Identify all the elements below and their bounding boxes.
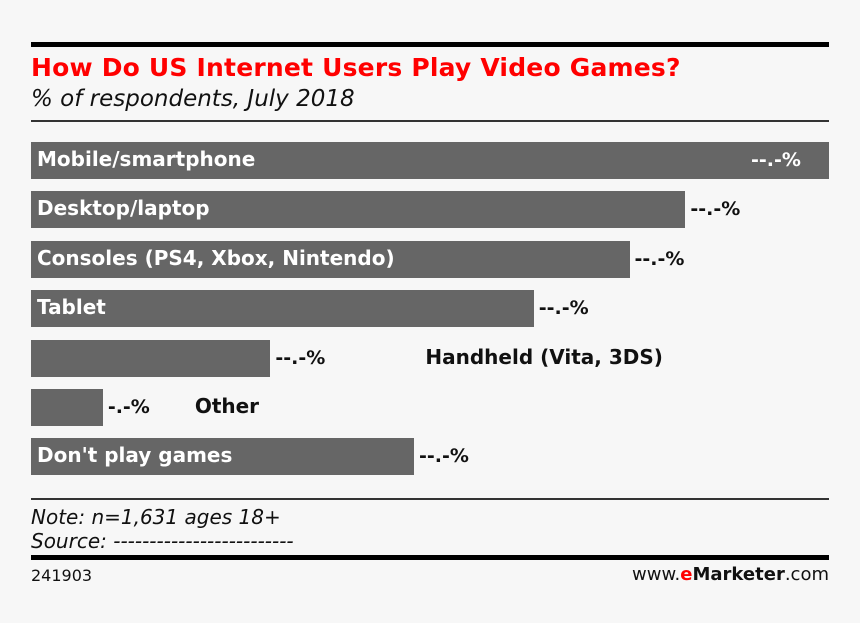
value-label-4: --.-%	[275, 346, 326, 369]
header-divider	[31, 120, 829, 122]
bar-6	[31, 438, 415, 476]
top-rule	[31, 42, 829, 47]
category-label-4: Handheld (Vita, 3DS)	[425, 344, 663, 369]
value-label-5: -.-%	[107, 396, 150, 418]
bar-0	[31, 142, 829, 179]
bar-3	[31, 290, 534, 328]
value-label-3: --.-%	[538, 297, 589, 320]
brand-prefix: www.	[632, 564, 681, 585]
category-label-2: Consoles (PS4, Xbox, Nintendo)	[37, 245, 395, 270]
value-label-1: --.-%	[690, 198, 741, 221]
value-label-6: --.-%	[419, 445, 469, 468]
value-label-2: --.-%	[634, 247, 685, 270]
value-label-0: --.-%	[751, 149, 801, 171]
brand-logo: www.eMarketer.com	[632, 564, 829, 585]
bar-2	[31, 240, 630, 278]
brand-e: e	[680, 564, 693, 585]
brand-name: Marketer	[692, 564, 785, 585]
bar-4	[31, 339, 271, 377]
bar-1	[31, 191, 686, 229]
chart-notes: Note: n=1,631 ages 18+ Source: ---------…	[31, 505, 294, 553]
category-label-6: Don't play games	[37, 443, 233, 468]
bar-5	[31, 389, 103, 426]
note-text: Note: n=1,631 ages 18+	[31, 505, 281, 529]
bottom-rule	[31, 555, 829, 560]
category-label-3: Tablet	[37, 295, 106, 320]
brand-suffix: .com	[784, 564, 829, 585]
category-label-1: Desktop/laptop	[37, 196, 210, 221]
chart-id: 241903	[31, 566, 93, 585]
source-text: Source: -------------------------	[31, 529, 294, 553]
category-label-0: Mobile/smartphone	[37, 147, 256, 171]
category-label-5: Other	[194, 394, 260, 418]
footer-divider	[31, 498, 829, 500]
chart-subtitle: % of respondents, July 2018	[31, 86, 355, 112]
chart-title: How Do US Internet Users Play Video Game…	[31, 53, 681, 82]
